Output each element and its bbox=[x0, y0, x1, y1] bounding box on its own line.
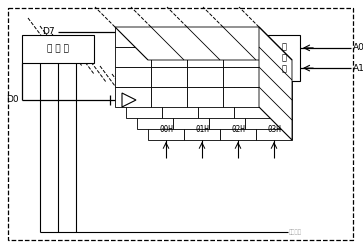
Bar bbox=[126, 38, 162, 58]
Bar bbox=[198, 38, 234, 58]
Bar bbox=[148, 120, 184, 140]
Bar bbox=[198, 78, 234, 98]
Bar bbox=[184, 100, 220, 120]
Bar bbox=[126, 98, 162, 118]
Bar bbox=[187, 67, 223, 87]
Bar bbox=[223, 67, 259, 87]
Bar bbox=[256, 80, 292, 100]
Bar bbox=[173, 69, 209, 89]
Bar bbox=[162, 78, 198, 98]
Bar bbox=[187, 47, 223, 67]
Text: A1: A1 bbox=[353, 64, 363, 73]
Bar bbox=[220, 60, 256, 80]
Bar bbox=[223, 47, 259, 67]
Bar bbox=[137, 69, 173, 89]
Bar bbox=[115, 67, 151, 87]
Bar bbox=[148, 80, 184, 100]
Bar bbox=[223, 87, 259, 107]
Bar bbox=[234, 58, 270, 78]
Bar bbox=[223, 27, 259, 47]
Bar bbox=[173, 49, 209, 69]
Bar bbox=[198, 98, 234, 118]
Bar bbox=[209, 89, 245, 109]
Text: 控 制 器: 控 制 器 bbox=[47, 44, 69, 54]
Bar bbox=[256, 100, 292, 120]
Bar bbox=[137, 49, 173, 69]
Bar bbox=[151, 27, 187, 47]
Bar bbox=[234, 98, 270, 118]
Bar bbox=[126, 58, 162, 78]
Text: 01H: 01H bbox=[195, 125, 209, 134]
Bar bbox=[126, 78, 162, 98]
Bar bbox=[151, 87, 187, 107]
Bar bbox=[220, 100, 256, 120]
Bar bbox=[209, 109, 245, 129]
Bar bbox=[115, 47, 151, 67]
Text: 03H: 03H bbox=[267, 125, 281, 134]
Bar bbox=[198, 58, 234, 78]
Text: 02H: 02H bbox=[231, 125, 245, 134]
Bar bbox=[151, 47, 187, 67]
Bar bbox=[151, 67, 187, 87]
Bar bbox=[187, 27, 223, 47]
Text: A0: A0 bbox=[353, 43, 363, 52]
Bar bbox=[268, 35, 300, 81]
Bar bbox=[162, 98, 198, 118]
Bar bbox=[220, 120, 256, 140]
Bar bbox=[234, 38, 270, 58]
Bar bbox=[173, 109, 209, 129]
Bar bbox=[256, 120, 292, 140]
Bar bbox=[137, 89, 173, 109]
Text: 00H: 00H bbox=[159, 125, 173, 134]
Text: D7: D7 bbox=[42, 28, 55, 36]
Bar bbox=[115, 87, 151, 107]
Bar bbox=[184, 120, 220, 140]
Bar bbox=[148, 60, 184, 80]
Bar bbox=[115, 27, 151, 47]
Polygon shape bbox=[115, 27, 292, 60]
Text: 譯
码
器: 譯 码 器 bbox=[281, 42, 286, 74]
Bar bbox=[173, 89, 209, 109]
Bar bbox=[256, 60, 292, 80]
Polygon shape bbox=[259, 27, 292, 140]
Bar bbox=[220, 80, 256, 100]
Bar bbox=[137, 109, 173, 129]
Bar bbox=[162, 58, 198, 78]
Bar bbox=[22, 35, 94, 63]
Bar bbox=[148, 100, 184, 120]
Text: 云创课见: 云创课见 bbox=[289, 229, 302, 235]
Bar bbox=[209, 69, 245, 89]
Bar bbox=[187, 87, 223, 107]
Polygon shape bbox=[122, 93, 136, 107]
Bar bbox=[209, 49, 245, 69]
Bar bbox=[234, 78, 270, 98]
Bar bbox=[184, 80, 220, 100]
Bar bbox=[245, 89, 281, 109]
Text: D0: D0 bbox=[7, 95, 19, 104]
Bar bbox=[245, 109, 281, 129]
Bar bbox=[245, 69, 281, 89]
Bar bbox=[162, 38, 198, 58]
Bar bbox=[245, 49, 281, 69]
Bar bbox=[184, 60, 220, 80]
